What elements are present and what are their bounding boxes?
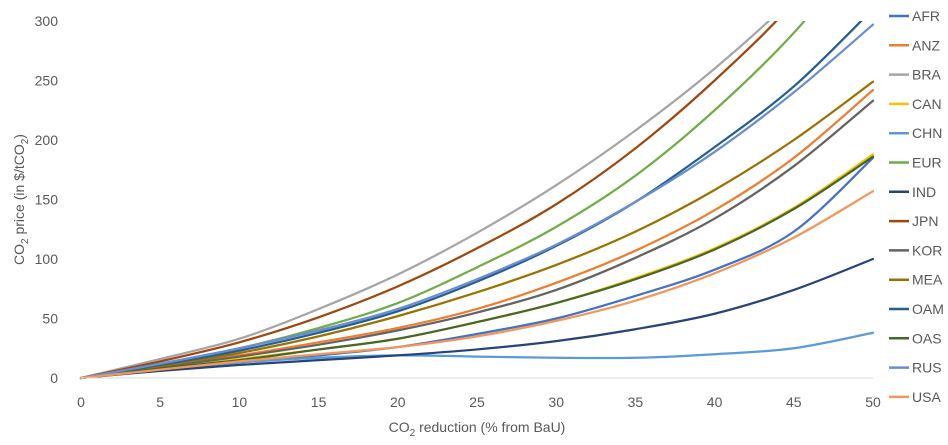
x-tick-label: 40 bbox=[707, 394, 723, 410]
series-line-mea bbox=[79, 80, 875, 380]
x-tick-label: 5 bbox=[156, 394, 164, 410]
legend-label: KOR bbox=[912, 242, 942, 258]
x-axis-title: CO2 reduction (% from BaU) bbox=[389, 419, 566, 439]
legend-item-rus: RUS bbox=[889, 360, 942, 376]
y-tick-label: 300 bbox=[35, 13, 59, 29]
series-line-usa bbox=[79, 190, 875, 380]
series-line-rus bbox=[79, 23, 875, 380]
legend-item-jpn: JPN bbox=[889, 213, 938, 229]
legend-item-anz: ANZ bbox=[889, 37, 940, 53]
legend-label: USA bbox=[912, 389, 941, 405]
legend-item-mea: MEA bbox=[889, 272, 943, 288]
y-tick-label: 50 bbox=[42, 311, 58, 327]
legend-label: IND bbox=[912, 184, 936, 200]
y-tick-label: 0 bbox=[50, 370, 58, 386]
legend-item-bra: BRA bbox=[889, 67, 941, 83]
legend-label: CAN bbox=[912, 96, 942, 112]
legend-label: OAM bbox=[912, 301, 944, 317]
legend-label: MEA bbox=[912, 272, 943, 288]
series-line-oam bbox=[79, 21, 863, 380]
legend-label: ANZ bbox=[912, 37, 940, 53]
series-line-ind bbox=[79, 257, 875, 380]
legend-label: CHN bbox=[912, 125, 942, 141]
legend-label: RUS bbox=[912, 360, 942, 376]
legend-item-ind: IND bbox=[889, 184, 936, 200]
legend-label: OAS bbox=[912, 330, 942, 346]
legend-item-kor: KOR bbox=[889, 242, 942, 258]
x-tick-label: 0 bbox=[77, 394, 85, 410]
legend-item-oas: OAS bbox=[889, 330, 942, 346]
legend-item-can: CAN bbox=[889, 96, 942, 112]
legend-item-eur: EUR bbox=[889, 155, 942, 171]
legend-item-chn: CHN bbox=[889, 125, 942, 141]
y-tick-label: 100 bbox=[35, 251, 59, 267]
x-tick-label: 50 bbox=[865, 394, 881, 410]
y-tick-labels: 0 50 100 150 200 250 300 bbox=[35, 13, 59, 386]
y-tick-label: 200 bbox=[35, 132, 59, 148]
plot-lines bbox=[79, 21, 875, 380]
legend-item-afr: AFR bbox=[889, 8, 940, 24]
y-axis-title: CO2 price (in $/tCO2) bbox=[11, 134, 31, 265]
y-tick-label: 150 bbox=[35, 192, 59, 208]
series-line-bra bbox=[79, 21, 771, 380]
legend-label: BRA bbox=[912, 67, 941, 83]
x-tick-label: 45 bbox=[786, 394, 802, 410]
x-tick-label: 20 bbox=[390, 394, 406, 410]
x-tick-label: 10 bbox=[232, 394, 248, 410]
x-tick-label: 30 bbox=[548, 394, 564, 410]
legend-item-oam: OAM bbox=[889, 301, 944, 317]
legend: AFR ANZ BRA CAN CHN EUR IND JPN KOR MEA OAM OAS RUS U… bbox=[889, 8, 944, 405]
x-tick-label: 35 bbox=[628, 394, 644, 410]
x-tick-label: 25 bbox=[469, 394, 485, 410]
x-tick-labels: 0 5 10 15 20 25 30 35 40 45 50 bbox=[77, 394, 881, 410]
x-tick-label: 15 bbox=[311, 394, 327, 410]
series-line-jpn bbox=[79, 21, 778, 380]
y-tick-label: 250 bbox=[35, 73, 59, 89]
legend-label: EUR bbox=[912, 155, 942, 171]
legend-item-usa: USA bbox=[889, 389, 941, 405]
series-line-kor bbox=[79, 99, 875, 380]
legend-label: JPN bbox=[912, 213, 938, 229]
legend-label: AFR bbox=[912, 8, 940, 24]
